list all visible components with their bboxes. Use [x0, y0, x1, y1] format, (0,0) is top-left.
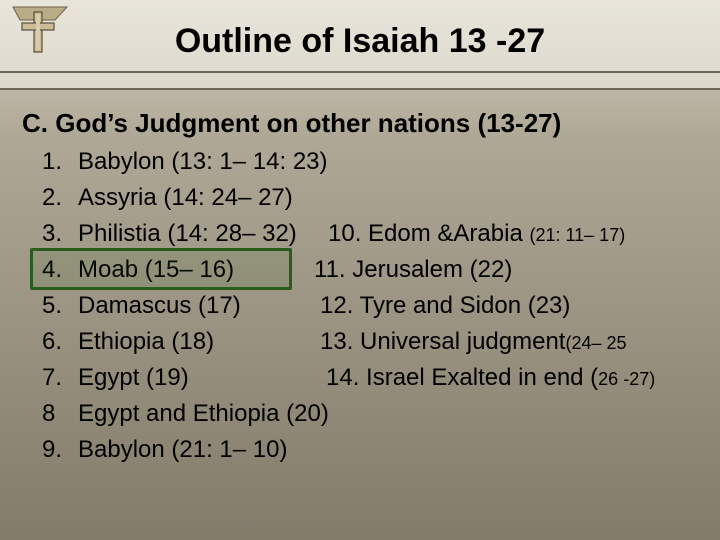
item-right: 12. Tyre and Sidon (23) [320, 292, 570, 320]
item-sub-r: 26 -27) [598, 369, 655, 389]
item-label-r: Israel Exalted in end ( [366, 364, 598, 391]
item-right: 14. Israel Exalted in end (26 -27) [326, 364, 655, 392]
list-item: 6. Ethiopia (18) 13. Universal judgment(… [42, 328, 700, 364]
item-sub-r: (21: 11– 17) [529, 225, 625, 245]
item-number: 9. [42, 436, 78, 464]
item-label-r: Universal judgment [360, 328, 565, 355]
list-item: 3. Philistia (14: 28– 32) 10. Edom &Arab… [42, 220, 700, 256]
header-line-2 [0, 88, 720, 90]
item-label: Philistia (14: 28– 32) [78, 220, 297, 248]
item-label: Damascus (17) [78, 292, 241, 320]
item-right: 13. Universal judgment(24– 25 [320, 328, 627, 356]
item-number: 6. [42, 328, 78, 356]
item-label: Ethiopia (18) [78, 328, 214, 356]
item-number: 1. [42, 148, 78, 176]
list-item: 1. Babylon (13: 1– 14: 23) [42, 148, 700, 184]
item-number: 2. [42, 184, 78, 212]
list-item: 4. Moab (15– 16) 11. Jerusalem (22) [42, 256, 700, 292]
item-label: Egypt (19) [78, 364, 189, 392]
outline-list: 1. Babylon (13: 1– 14: 23) 2. Assyria (1… [42, 148, 700, 472]
item-number-r: 13. [320, 328, 353, 355]
list-item: 5. Damascus (17) 12. Tyre and Sidon (23) [42, 292, 700, 328]
item-label: Assyria (14: 24– 27) [78, 184, 293, 212]
item-number: 7. [42, 364, 78, 392]
item-number: 8 [42, 400, 78, 428]
item-sub-r: (24– 25 [565, 333, 626, 353]
header-line-1 [0, 71, 720, 73]
item-label: Babylon (13: 1– 14: 23) [78, 148, 328, 176]
item-label-r: Jerusalem (22) [352, 256, 512, 283]
item-label-r: Edom &Arabia [368, 220, 529, 247]
item-label: Babylon (21: 1– 10) [78, 436, 287, 464]
list-item: 2. Assyria (14: 24– 27) [42, 184, 700, 220]
item-number: 4. [42, 256, 78, 284]
section-heading: C. God’s Judgment on other nations (13-2… [22, 108, 561, 139]
item-number: 5. [42, 292, 78, 320]
page-title: Outline of Isaiah 13 -27 [0, 22, 720, 61]
list-item: 7. Egypt (19) 14. Israel Exalted in end … [42, 364, 700, 400]
item-number-r: 11. [314, 256, 346, 283]
item-number: 3. [42, 220, 78, 248]
item-label: Egypt and Ethiopia (20) [78, 400, 329, 428]
list-item: 9. Babylon (21: 1– 10) [42, 436, 700, 472]
item-label-r: Tyre and Sidon (23) [360, 292, 571, 319]
item-number-r: 10. [328, 220, 361, 247]
item-label: Moab (15– 16) [78, 256, 234, 284]
list-item: 8 Egypt and Ethiopia (20) [42, 400, 700, 436]
item-right: 10. Edom &Arabia (21: 11– 17) [328, 220, 625, 248]
item-number-r: 14. [326, 364, 359, 391]
item-number-r: 12. [320, 292, 353, 319]
item-right: 11. Jerusalem (22) [314, 256, 512, 284]
